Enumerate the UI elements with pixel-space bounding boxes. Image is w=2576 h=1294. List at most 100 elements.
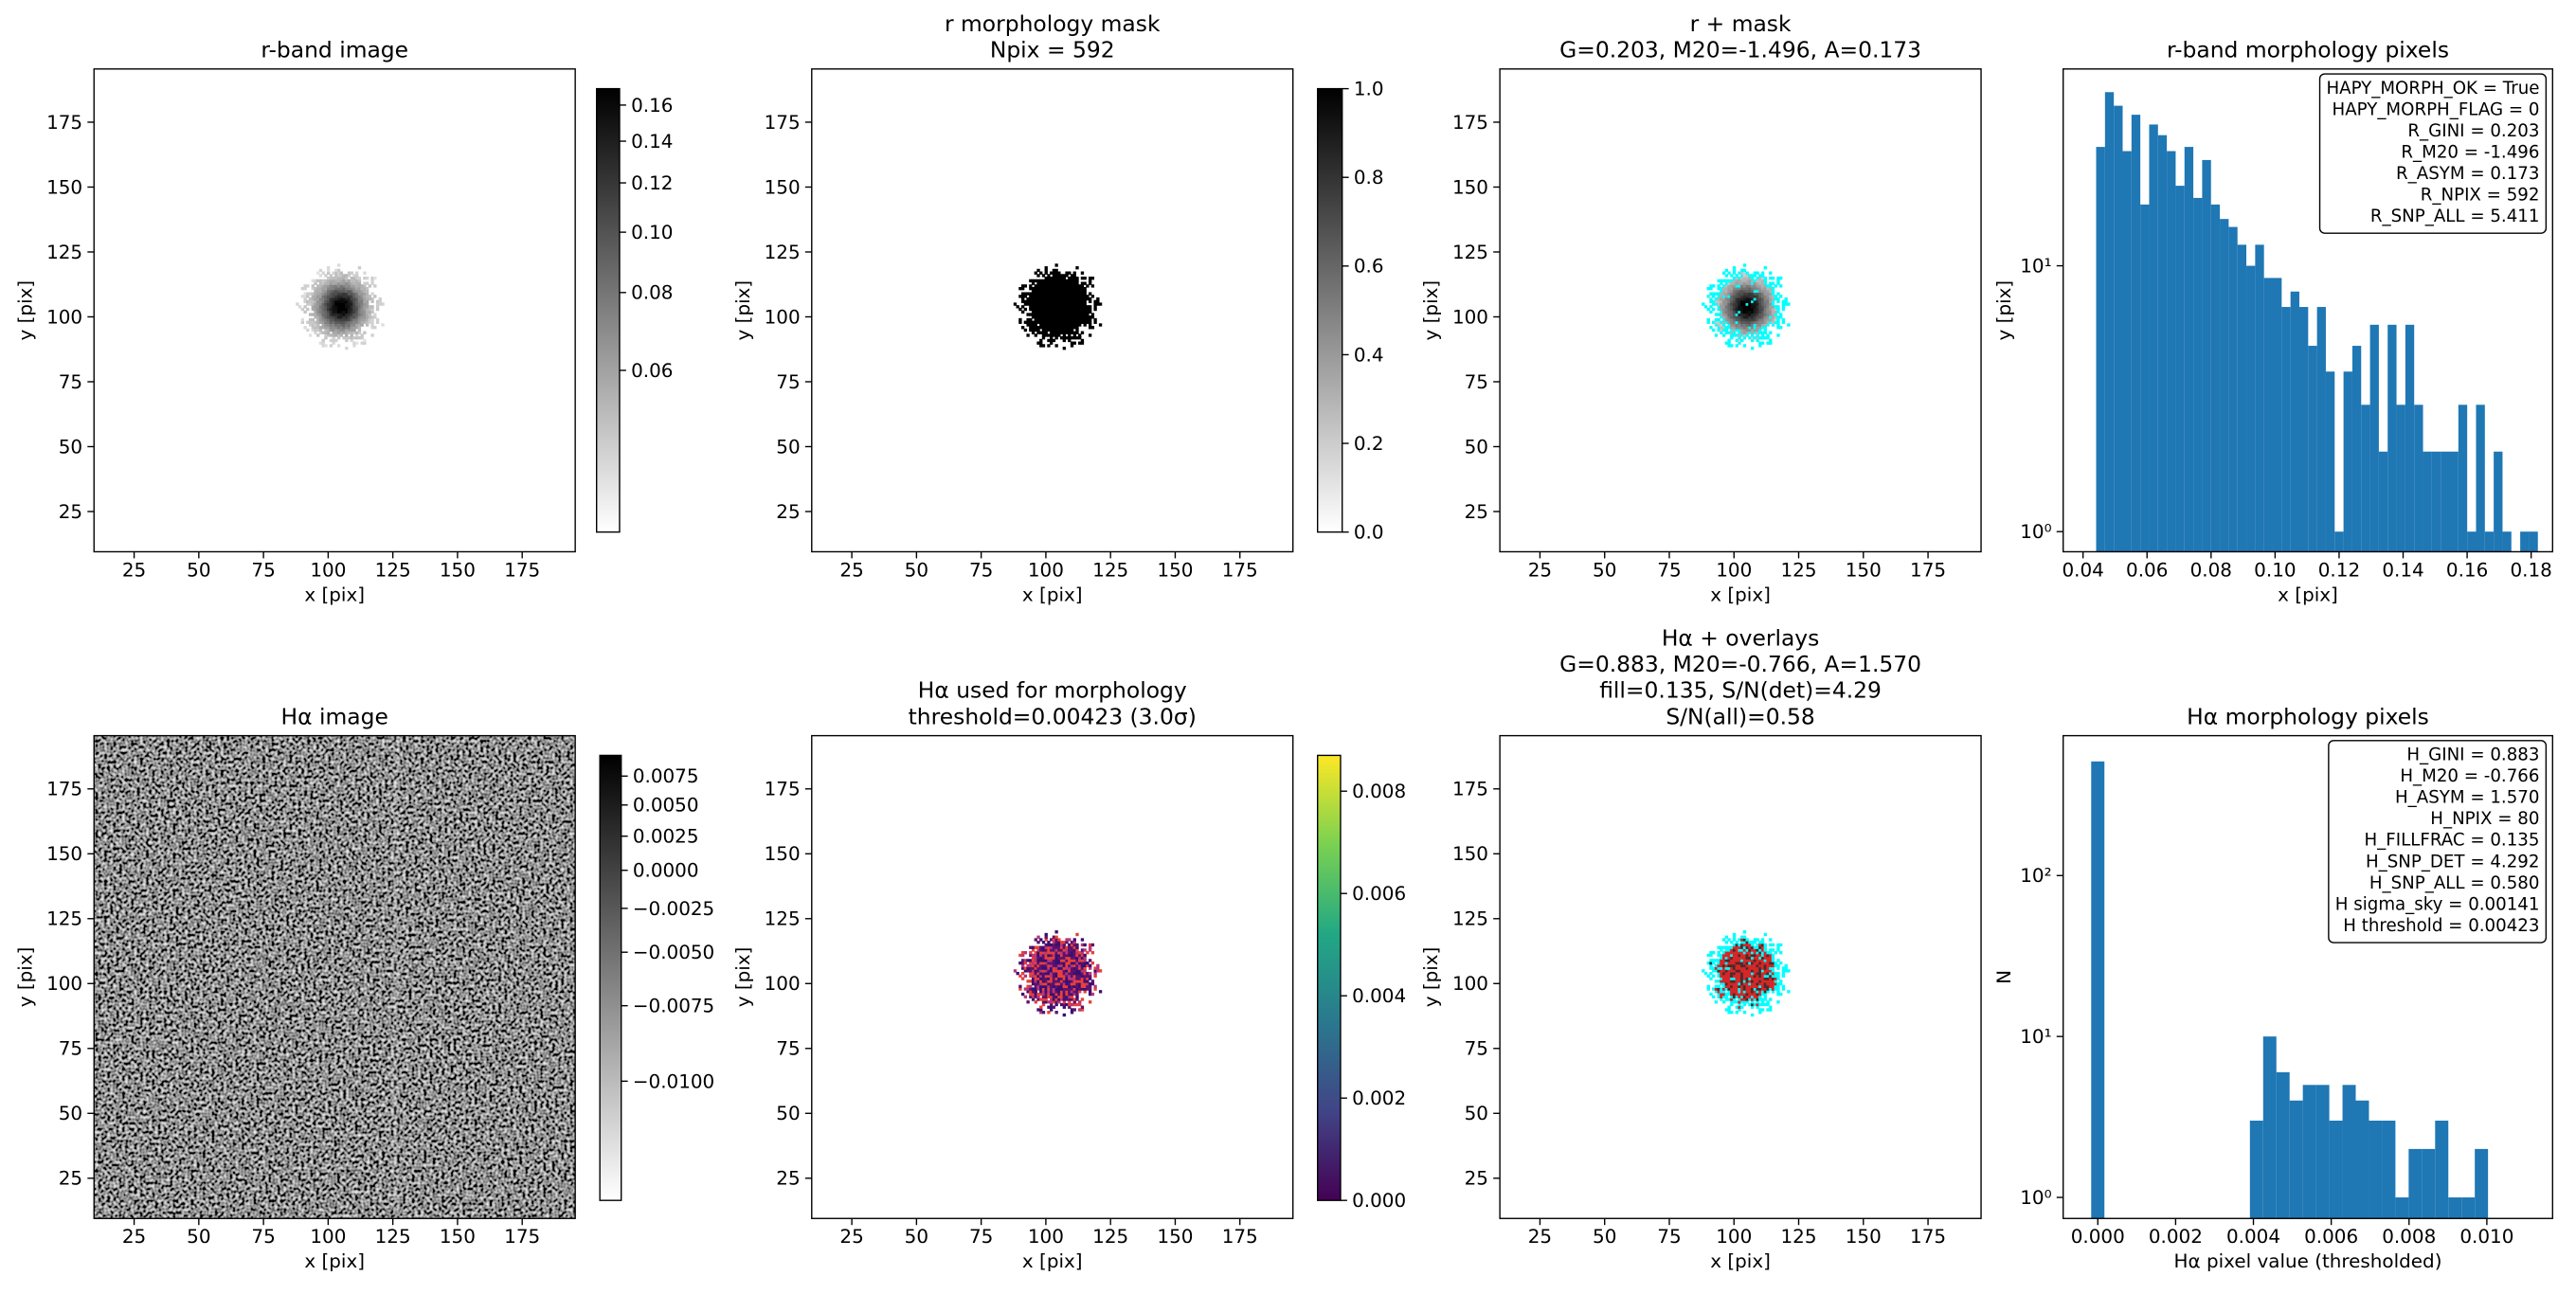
- image-pixel: [1769, 984, 1773, 989]
- image-pixel: [1714, 1000, 1719, 1004]
- image-pixel: [1720, 979, 1723, 983]
- image-pixel: [1057, 981, 1061, 986]
- image-pixel: [1075, 981, 1079, 986]
- image-pixel: [1054, 966, 1058, 970]
- image-pixel: [1072, 961, 1076, 965]
- image-pixel: [1070, 948, 1074, 952]
- image-pixel: [1057, 961, 1061, 965]
- image-pixel: [1721, 974, 1726, 979]
- image-pixel: [1730, 997, 1734, 1001]
- image-pixel: [332, 336, 335, 340]
- image-pixel: [1776, 292, 1780, 296]
- image-pixel: [370, 317, 374, 322]
- colorbar-tick-label: 0.08: [631, 282, 673, 304]
- image-pixel: [1068, 310, 1072, 314]
- image-pixel: [1047, 1011, 1051, 1015]
- image-pixel: [1062, 333, 1067, 337]
- image-pixel: [1751, 945, 1755, 949]
- image-pixel: [363, 317, 367, 322]
- image-pixel: [1756, 966, 1759, 970]
- image-pixel: [350, 297, 353, 301]
- image-pixel: [1763, 995, 1767, 998]
- image-pixel: [1720, 990, 1723, 994]
- image-pixel: [352, 284, 356, 288]
- image-pixel: [1062, 987, 1067, 991]
- image-pixel: [352, 344, 356, 348]
- image-pixel: [1031, 956, 1036, 960]
- image-pixel: [1031, 320, 1036, 324]
- image-pixel: [1072, 326, 1076, 330]
- image-pixel: [1057, 966, 1061, 970]
- image-pixel: [1070, 336, 1074, 340]
- image-pixel: [334, 295, 338, 298]
- image-pixel: [1054, 941, 1058, 944]
- image-pixel: [1751, 963, 1755, 968]
- image-pixel: [1732, 979, 1737, 983]
- image-pixel: [1041, 295, 1046, 298]
- image-pixel: [1080, 963, 1085, 968]
- y-tick-label: 75: [59, 1038, 82, 1060]
- x-tick-label: 25: [122, 559, 146, 581]
- image-pixel: [1751, 292, 1755, 296]
- image-pixel: [1050, 284, 1054, 288]
- image-pixel: [1065, 274, 1069, 278]
- image-pixel: [1738, 961, 1741, 965]
- image-pixel: [1732, 305, 1737, 309]
- image-pixel: [1057, 987, 1061, 991]
- image-pixel: [1080, 979, 1085, 983]
- image-pixel: [1751, 295, 1755, 298]
- image-pixel: [1732, 277, 1737, 280]
- image-pixel: [324, 292, 328, 296]
- image-pixel: [314, 310, 317, 314]
- image-pixel: [355, 271, 359, 275]
- x-axis-label: x [pix]: [304, 584, 365, 605]
- image-pixel: [1732, 938, 1737, 942]
- image-pixel: [336, 271, 341, 275]
- image-pixel: [1727, 961, 1731, 965]
- image-pixel: [334, 326, 338, 330]
- image-pixel: [1756, 953, 1759, 958]
- image-pixel: [1044, 297, 1048, 301]
- image-pixel: [363, 307, 367, 312]
- image-pixel: [316, 307, 320, 312]
- image-pixel: [1088, 315, 1092, 319]
- x-tick-label: 125: [375, 1226, 411, 1248]
- image-pixel: [1072, 1002, 1076, 1007]
- image-pixel: [1050, 326, 1054, 330]
- stats-line: R_ASYM = 0.173: [2396, 164, 2539, 184]
- image-pixel: [1047, 338, 1051, 343]
- image-pixel: [321, 313, 325, 316]
- image-pixel: [1740, 984, 1744, 989]
- image-pixel: [1057, 963, 1061, 968]
- image-pixel: [1714, 299, 1719, 304]
- image-pixel: [1054, 313, 1058, 316]
- hist-bar: [2298, 307, 2309, 552]
- image-pixel: [1057, 948, 1061, 952]
- image-pixel: [1083, 286, 1087, 291]
- image-pixel: [1023, 307, 1028, 312]
- image-pixel: [1039, 299, 1043, 304]
- image-pixel: [311, 320, 315, 324]
- image-pixel: [1062, 310, 1067, 314]
- image-pixel: [1072, 289, 1076, 294]
- image-pixel: [373, 295, 377, 298]
- image-pixel: [327, 299, 331, 304]
- image-pixel: [1763, 279, 1767, 283]
- image-pixel: [347, 292, 351, 296]
- image-pixel: [1080, 317, 1085, 322]
- image-pixel: [1068, 305, 1072, 309]
- image-pixel: [352, 320, 356, 324]
- image-pixel: [1735, 979, 1738, 983]
- image-pixel: [1763, 990, 1767, 994]
- image-pixel: [1738, 979, 1741, 983]
- image-pixel: [1756, 987, 1759, 991]
- image-pixel: [1072, 981, 1076, 986]
- image-pixel: [1776, 326, 1780, 330]
- image-pixel: [334, 281, 338, 285]
- y-tick-label: 150: [46, 843, 82, 865]
- image-pixel: [1730, 310, 1734, 314]
- image-pixel: [1751, 328, 1755, 332]
- image-pixel: [1052, 984, 1056, 989]
- image-pixel: [1776, 987, 1780, 991]
- image-pixel: [316, 320, 320, 324]
